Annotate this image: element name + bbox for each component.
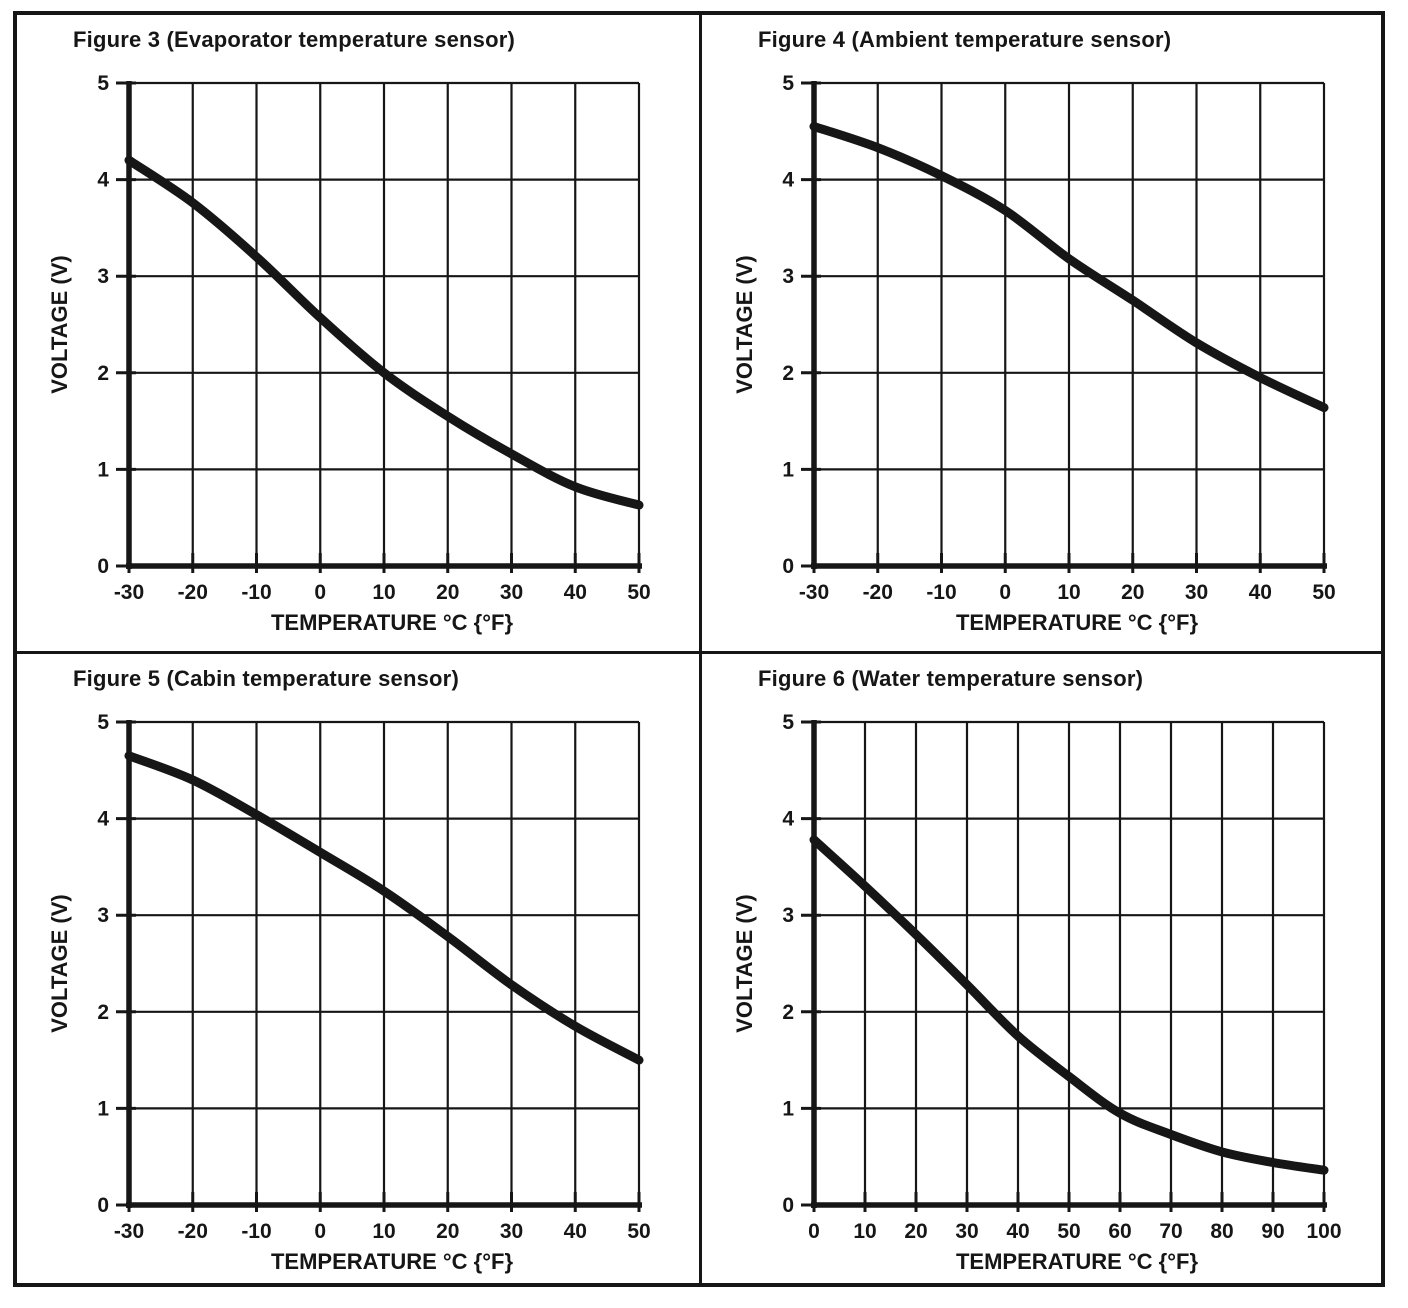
x-tick-label: 100 bbox=[1306, 1220, 1341, 1243]
figure-6-title: Figure 6 (Water temperature sensor) bbox=[758, 666, 1144, 691]
x-tick-label: 50 bbox=[1312, 581, 1335, 604]
y-tick-label: 4 bbox=[97, 808, 109, 831]
x-tick-label: -30 bbox=[114, 1220, 144, 1243]
x-tick-label: 0 bbox=[808, 1220, 820, 1243]
x-tick-label: -10 bbox=[241, 1220, 271, 1243]
x-tick-label: 60 bbox=[1108, 1220, 1131, 1243]
y-axis-label: VOLTAGE (V) bbox=[732, 255, 757, 394]
y-tick-label: 0 bbox=[782, 1194, 794, 1217]
y-tick-label: 2 bbox=[97, 362, 109, 385]
y-tick-label: 5 bbox=[782, 711, 794, 734]
grid bbox=[812, 720, 1326, 1207]
grid bbox=[127, 81, 641, 568]
figure-6-chart: 0 10 20 30 40 50 60 70 80 90 100 0 1 2 3 4 5 TEMPERATURE … bbox=[704, 700, 1381, 1283]
y-tick-label: 1 bbox=[782, 458, 794, 481]
x-axis-label: TEMPERATURE °C {°F} bbox=[956, 610, 1199, 635]
x-tick-label: 10 bbox=[372, 581, 395, 604]
x-axis-label: TEMPERATURE °C {°F} bbox=[956, 1249, 1199, 1274]
y-tick-label: 5 bbox=[97, 72, 109, 95]
x-tick-label: 40 bbox=[564, 581, 587, 604]
y-tick-label: 1 bbox=[97, 458, 109, 481]
x-tick-label: 50 bbox=[627, 1220, 650, 1243]
figure-3-panel: Figure 3 (Evaporator temperature sensor)… bbox=[17, 15, 702, 654]
x-tick-label: 20 bbox=[904, 1220, 927, 1243]
y-tick-label: 2 bbox=[782, 1001, 794, 1024]
sensor-curve bbox=[124, 751, 644, 1065]
document-page: Figure 3 (Evaporator temperature sensor)… bbox=[13, 11, 1385, 1287]
y-tick-label: 5 bbox=[97, 711, 109, 734]
x-tick-label: 30 bbox=[1185, 581, 1208, 604]
y-tick-label: 3 bbox=[782, 265, 794, 288]
x-tick-label: 40 bbox=[1249, 581, 1272, 604]
x-axis-label: TEMPERATURE °C {°F} bbox=[271, 610, 514, 635]
figure-6-panel: Figure 6 (Water temperature sensor) 0 10 2… bbox=[702, 654, 1381, 1283]
x-tick-label: 0 bbox=[314, 1220, 326, 1243]
grid bbox=[127, 720, 641, 1207]
sensor-curve bbox=[124, 155, 644, 510]
x-tick-label: -10 bbox=[241, 581, 271, 604]
x-tick-label: 50 bbox=[627, 581, 650, 604]
y-axis-label: VOLTAGE (V) bbox=[732, 894, 757, 1033]
figure-5-chart: -30 -20 -10 0 10 20 30 40 50 0 1 2 3 4 5 TEMPERATURE °C… bbox=[19, 700, 699, 1283]
y-axis-label: VOLTAGE (V) bbox=[47, 255, 72, 394]
x-tick-label: 20 bbox=[436, 581, 459, 604]
x-tick-label: 40 bbox=[564, 1220, 587, 1243]
y-tick-label: 0 bbox=[782, 555, 794, 578]
x-tick-label: 30 bbox=[955, 1220, 978, 1243]
sensor-curve bbox=[809, 835, 1329, 1175]
y-axis-label: VOLTAGE (V) bbox=[47, 894, 72, 1033]
y-tick-label: 4 bbox=[782, 808, 794, 831]
x-tick-label: -20 bbox=[863, 581, 893, 604]
x-axis-label: TEMPERATURE °C {°F} bbox=[271, 1249, 514, 1274]
x-tick-label: 10 bbox=[853, 1220, 876, 1243]
sensor-curve bbox=[809, 121, 1329, 413]
x-tick-label: 40 bbox=[1006, 1220, 1029, 1243]
x-tick-label: 20 bbox=[1121, 581, 1144, 604]
y-tick-label: 0 bbox=[97, 555, 109, 578]
x-tick-label: -30 bbox=[799, 581, 829, 604]
figure-4-panel: Figure 4 (Ambient temperature sensor) -3… bbox=[702, 15, 1381, 654]
y-tick-label: 1 bbox=[97, 1097, 109, 1120]
x-tick-label: 90 bbox=[1261, 1220, 1284, 1243]
y-tick-label: 4 bbox=[782, 169, 794, 192]
x-tick-label: 70 bbox=[1159, 1220, 1182, 1243]
figure-4-title: Figure 4 (Ambient temperature sensor) bbox=[758, 27, 1172, 52]
figure-5-title: Figure 5 (Cabin temperature sensor) bbox=[73, 666, 459, 691]
y-tick-label: 2 bbox=[782, 362, 794, 385]
x-tick-label: 50 bbox=[1057, 1220, 1080, 1243]
y-tick-label: 0 bbox=[97, 1194, 109, 1217]
chart-svg: -30 -20 -10 0 10 20 30 40 50 0 1 2 3 4 5 TEMPERATURE °C… bbox=[732, 72, 1336, 635]
y-tick-label: 2 bbox=[97, 1001, 109, 1024]
y-tick-label: 4 bbox=[97, 169, 109, 192]
figure-3-chart: -30 -20 -10 0 10 20 30 40 50 0 1 2 3 4 5 TEMPERATURE °C… bbox=[19, 61, 699, 645]
y-tick-label: 3 bbox=[97, 265, 109, 288]
y-tick-label: 3 bbox=[97, 904, 109, 927]
chart-svg: 0 10 20 30 40 50 60 70 80 90 100 0 1 2 3 4 5 TEMPERATURE … bbox=[732, 711, 1342, 1274]
x-tick-label: -30 bbox=[114, 581, 144, 604]
figure-4-chart: -30 -20 -10 0 10 20 30 40 50 0 1 2 3 4 5 TEMPERATURE °C… bbox=[704, 61, 1381, 645]
x-tick-label: -20 bbox=[178, 1220, 208, 1243]
x-tick-label: -20 bbox=[178, 581, 208, 604]
x-tick-label: 30 bbox=[500, 1220, 523, 1243]
x-tick-label: 10 bbox=[372, 1220, 395, 1243]
x-tick-label: 0 bbox=[314, 581, 326, 604]
figure-3-title: Figure 3 (Evaporator temperature sensor) bbox=[73, 27, 516, 52]
x-tick-label: 10 bbox=[1057, 581, 1080, 604]
x-tick-label: 20 bbox=[436, 1220, 459, 1243]
y-tick-label: 3 bbox=[782, 904, 794, 927]
chart-svg: -30 -20 -10 0 10 20 30 40 50 0 1 2 3 4 5 TEMPERATURE °C… bbox=[47, 711, 651, 1274]
figure-5-panel: Figure 5 (Cabin temperature sensor) -30-… bbox=[17, 654, 702, 1283]
x-tick-label: 80 bbox=[1210, 1220, 1233, 1243]
x-tick-label: 0 bbox=[999, 581, 1011, 604]
chart-svg: -30 -20 -10 0 10 20 30 40 50 0 1 2 3 4 5 TEMPERATURE °C… bbox=[47, 72, 651, 635]
x-tick-label: 30 bbox=[500, 581, 523, 604]
y-tick-label: 5 bbox=[782, 72, 794, 95]
y-tick-label: 1 bbox=[782, 1097, 794, 1120]
x-tick-label: -10 bbox=[926, 581, 956, 604]
